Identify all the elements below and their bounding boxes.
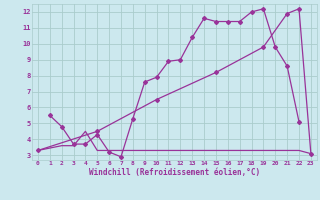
X-axis label: Windchill (Refroidissement éolien,°C): Windchill (Refroidissement éolien,°C): [89, 168, 260, 177]
